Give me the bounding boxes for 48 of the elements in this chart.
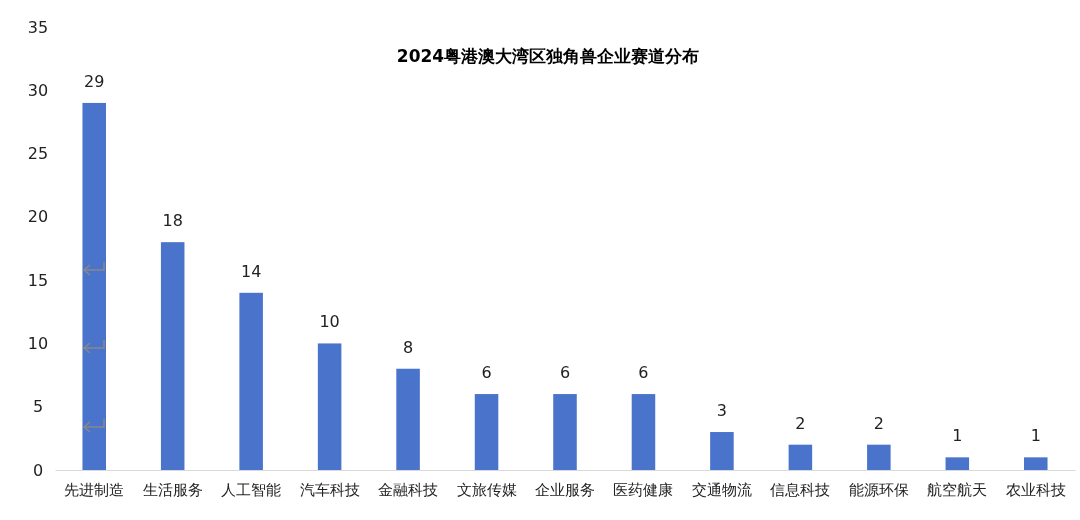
y-tick-label: 30 [27, 80, 49, 100]
bar [788, 444, 813, 470]
bar [317, 343, 342, 470]
x-tick-label: 农业科技 [1005, 480, 1066, 499]
bar [710, 432, 734, 470]
bar [82, 102, 106, 470]
bar [631, 394, 656, 470]
bar [239, 292, 263, 470]
data-label: 3 [716, 401, 728, 421]
data-label: 1 [1030, 426, 1041, 446]
x-tick-label: 交通物流 [691, 480, 752, 499]
data-label: 29 [84, 71, 105, 91]
x-tick-label: 汽车科技 [299, 480, 360, 499]
y-tick-label: 20 [27, 207, 49, 227]
x-tick-label: 医药健康 [613, 480, 674, 499]
x-tick-label: 企业服务 [535, 480, 595, 499]
text: 2024粤港澳大湾区独角兽企业赛道分布 [396, 46, 700, 66]
bar [945, 457, 970, 470]
bar [553, 394, 577, 470]
bar [474, 394, 499, 470]
y-tick-label: 0 [32, 460, 44, 480]
x-tick-label: 能源环保 [848, 480, 909, 499]
x-tick-label: 金融科技 [378, 480, 439, 499]
x-tick-label: 信息科技 [770, 480, 831, 499]
data-label: 8 [402, 337, 414, 357]
data-label: 6 [481, 363, 492, 383]
data-label: 1 [952, 426, 963, 446]
data-label: 10 [319, 312, 340, 332]
x-tick-label: 生活服务 [142, 480, 203, 499]
data-label: 2 [873, 413, 884, 433]
bar [396, 368, 420, 470]
data-label: 6 [559, 363, 571, 383]
bar [1024, 457, 1048, 470]
bar [160, 242, 185, 470]
x-tick-label: 先进制造 [64, 480, 125, 499]
x-tick-label: 文旅传媒 [456, 480, 517, 499]
data-label: 2 [795, 413, 806, 433]
y-tick-label: 25 [27, 144, 49, 164]
data-label: 6 [638, 363, 649, 383]
y-tick-label: 5 [32, 397, 44, 417]
y-tick-label: 10 [27, 334, 49, 354]
x-tick-label: 航空航天 [927, 480, 988, 499]
bar [867, 444, 891, 470]
x-tick-label: 人工智能 [221, 480, 282, 499]
data-label: 18 [162, 211, 183, 231]
data-label: 14 [240, 261, 262, 281]
y-tick-label: 35 [27, 17, 49, 37]
y-tick-label: 15 [27, 270, 49, 290]
